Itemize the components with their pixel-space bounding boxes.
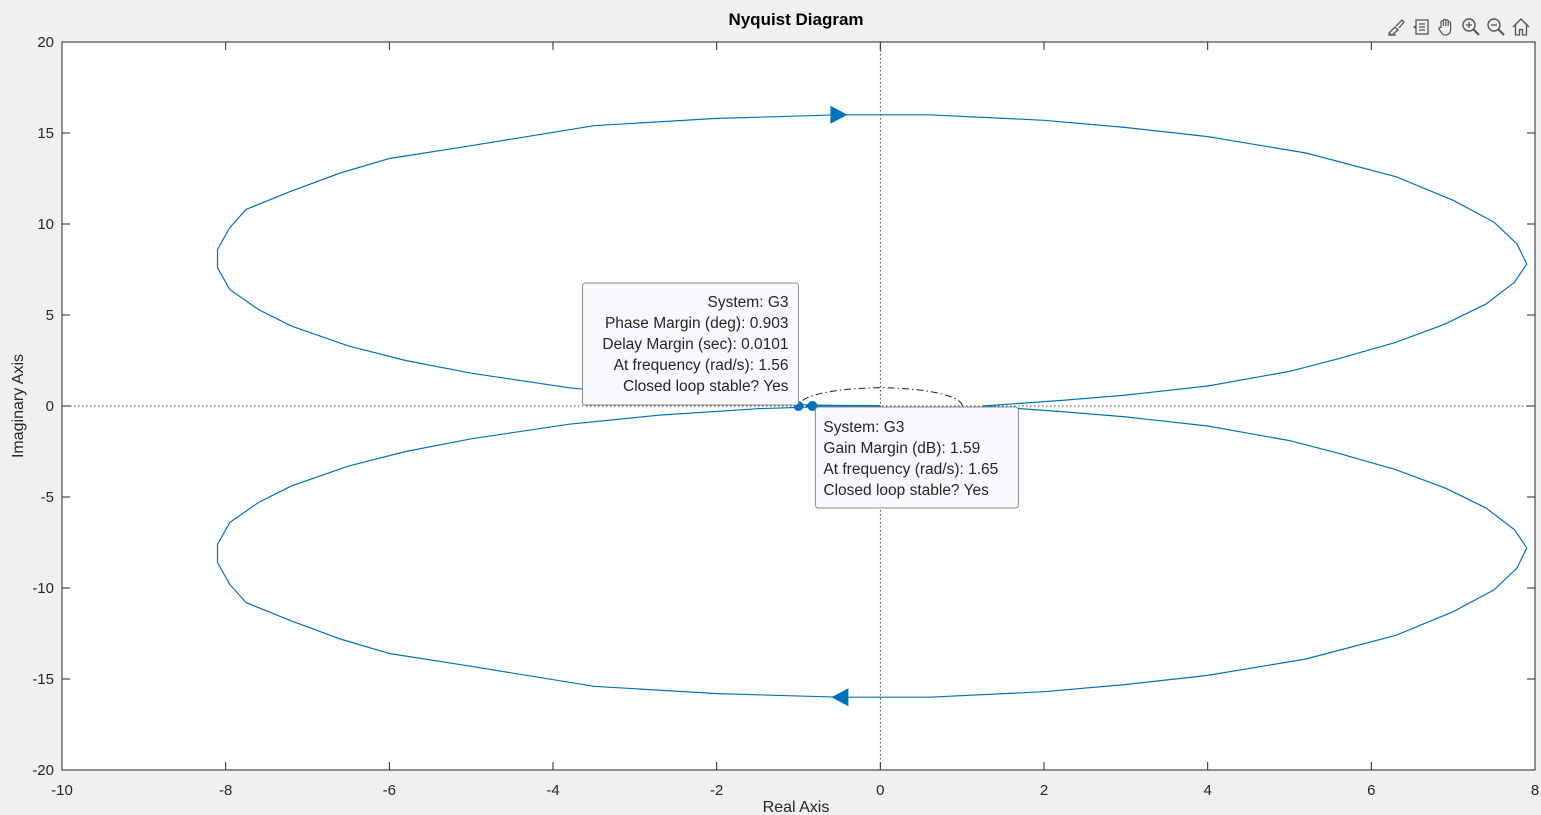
x-tick-label: -6 — [383, 782, 396, 799]
x-tick-label: -10 — [51, 782, 73, 799]
x-tick-label: -8 — [219, 782, 232, 799]
nyquist-positive-branch — [216, 114, 1528, 407]
datatip-line: Delay Margin (sec): 0.0101 — [602, 336, 788, 353]
datatip-line: System: G3 — [708, 294, 789, 311]
gain-margin-marker[interactable] — [807, 401, 818, 411]
x-axis-label: Real Axis — [763, 799, 830, 815]
x-tick-label: 4 — [1203, 782, 1211, 799]
pan-hand-icon[interactable] — [1435, 14, 1457, 40]
datatip-line: Phase Margin (deg): 0.903 — [605, 315, 789, 332]
y-tick-label: 15 — [37, 125, 54, 142]
y-tick-label: 5 — [46, 307, 54, 324]
datatip-box — [582, 282, 799, 406]
y-axis-label: Imaginary Axis — [10, 354, 27, 458]
datatip-line: System: G3 — [823, 419, 904, 436]
datatip-line: At frequency (rad/s): 1.65 — [823, 461, 998, 478]
datatip-box — [814, 406, 1019, 509]
home-icon[interactable] — [1510, 14, 1532, 40]
x-tick-label: 2 — [1040, 782, 1048, 799]
x-axis-ticks: -10 -8 -6 -4 -2 0 2 4 6 8 — [51, 42, 1539, 799]
arrow-right — [830, 105, 848, 124]
zoom-out-icon[interactable] — [1485, 14, 1507, 40]
nyquist-curve — [216, 114, 1528, 698]
nyquist-negative-branch — [216, 405, 1528, 698]
y-tick-label: -5 — [41, 489, 54, 506]
y-tick-label: -10 — [32, 580, 54, 597]
arrow-left — [831, 688, 849, 707]
y-tick-label: 10 — [37, 216, 54, 233]
y-axis-ticks: -20 -15 -10 -5 0 5 10 15 20 — [32, 34, 1535, 779]
y-tick-label: -20 — [32, 762, 54, 779]
chart-title: Nyquist Diagram — [728, 10, 863, 29]
x-tick-label: -4 — [546, 782, 559, 799]
datatip-line: Closed loop stable? Yes — [623, 378, 789, 395]
y-tick-label: 0 — [46, 398, 54, 415]
datatip-line: At frequency (rad/s): 1.56 — [614, 357, 789, 374]
y-tick-label: 20 — [37, 34, 54, 51]
zoom-in-icon[interactable] — [1460, 14, 1482, 40]
datatip-line: Closed loop stable? Yes — [823, 482, 989, 499]
axes-toolbar — [1385, 14, 1532, 40]
unit-circle-arc-path — [798, 387, 963, 407]
datatips[interactable]: System: G3 Phase Margin (deg): 0.903 Delay… — [582, 282, 1019, 509]
x-tick-label: 8 — [1531, 782, 1539, 799]
x-tick-label: -2 — [710, 782, 723, 799]
datatip-icon[interactable] — [1410, 14, 1432, 40]
datatip-gain[interactable]: System: G3 Gain Margin (dB): 1.59 At frequ… — [814, 406, 1019, 509]
unit-circle-arc — [798, 387, 963, 407]
x-tick-label: 6 — [1367, 782, 1375, 799]
direction-arrows — [830, 105, 849, 707]
brush-icon[interactable] — [1385, 14, 1407, 40]
x-tick-label: 0 — [876, 782, 884, 799]
datatip-line: Gain Margin (dB): 1.59 — [823, 440, 980, 457]
datatip-phase[interactable]: System: G3 Phase Margin (deg): 0.903 Delay… — [582, 282, 799, 406]
y-tick-label: -15 — [32, 671, 54, 688]
